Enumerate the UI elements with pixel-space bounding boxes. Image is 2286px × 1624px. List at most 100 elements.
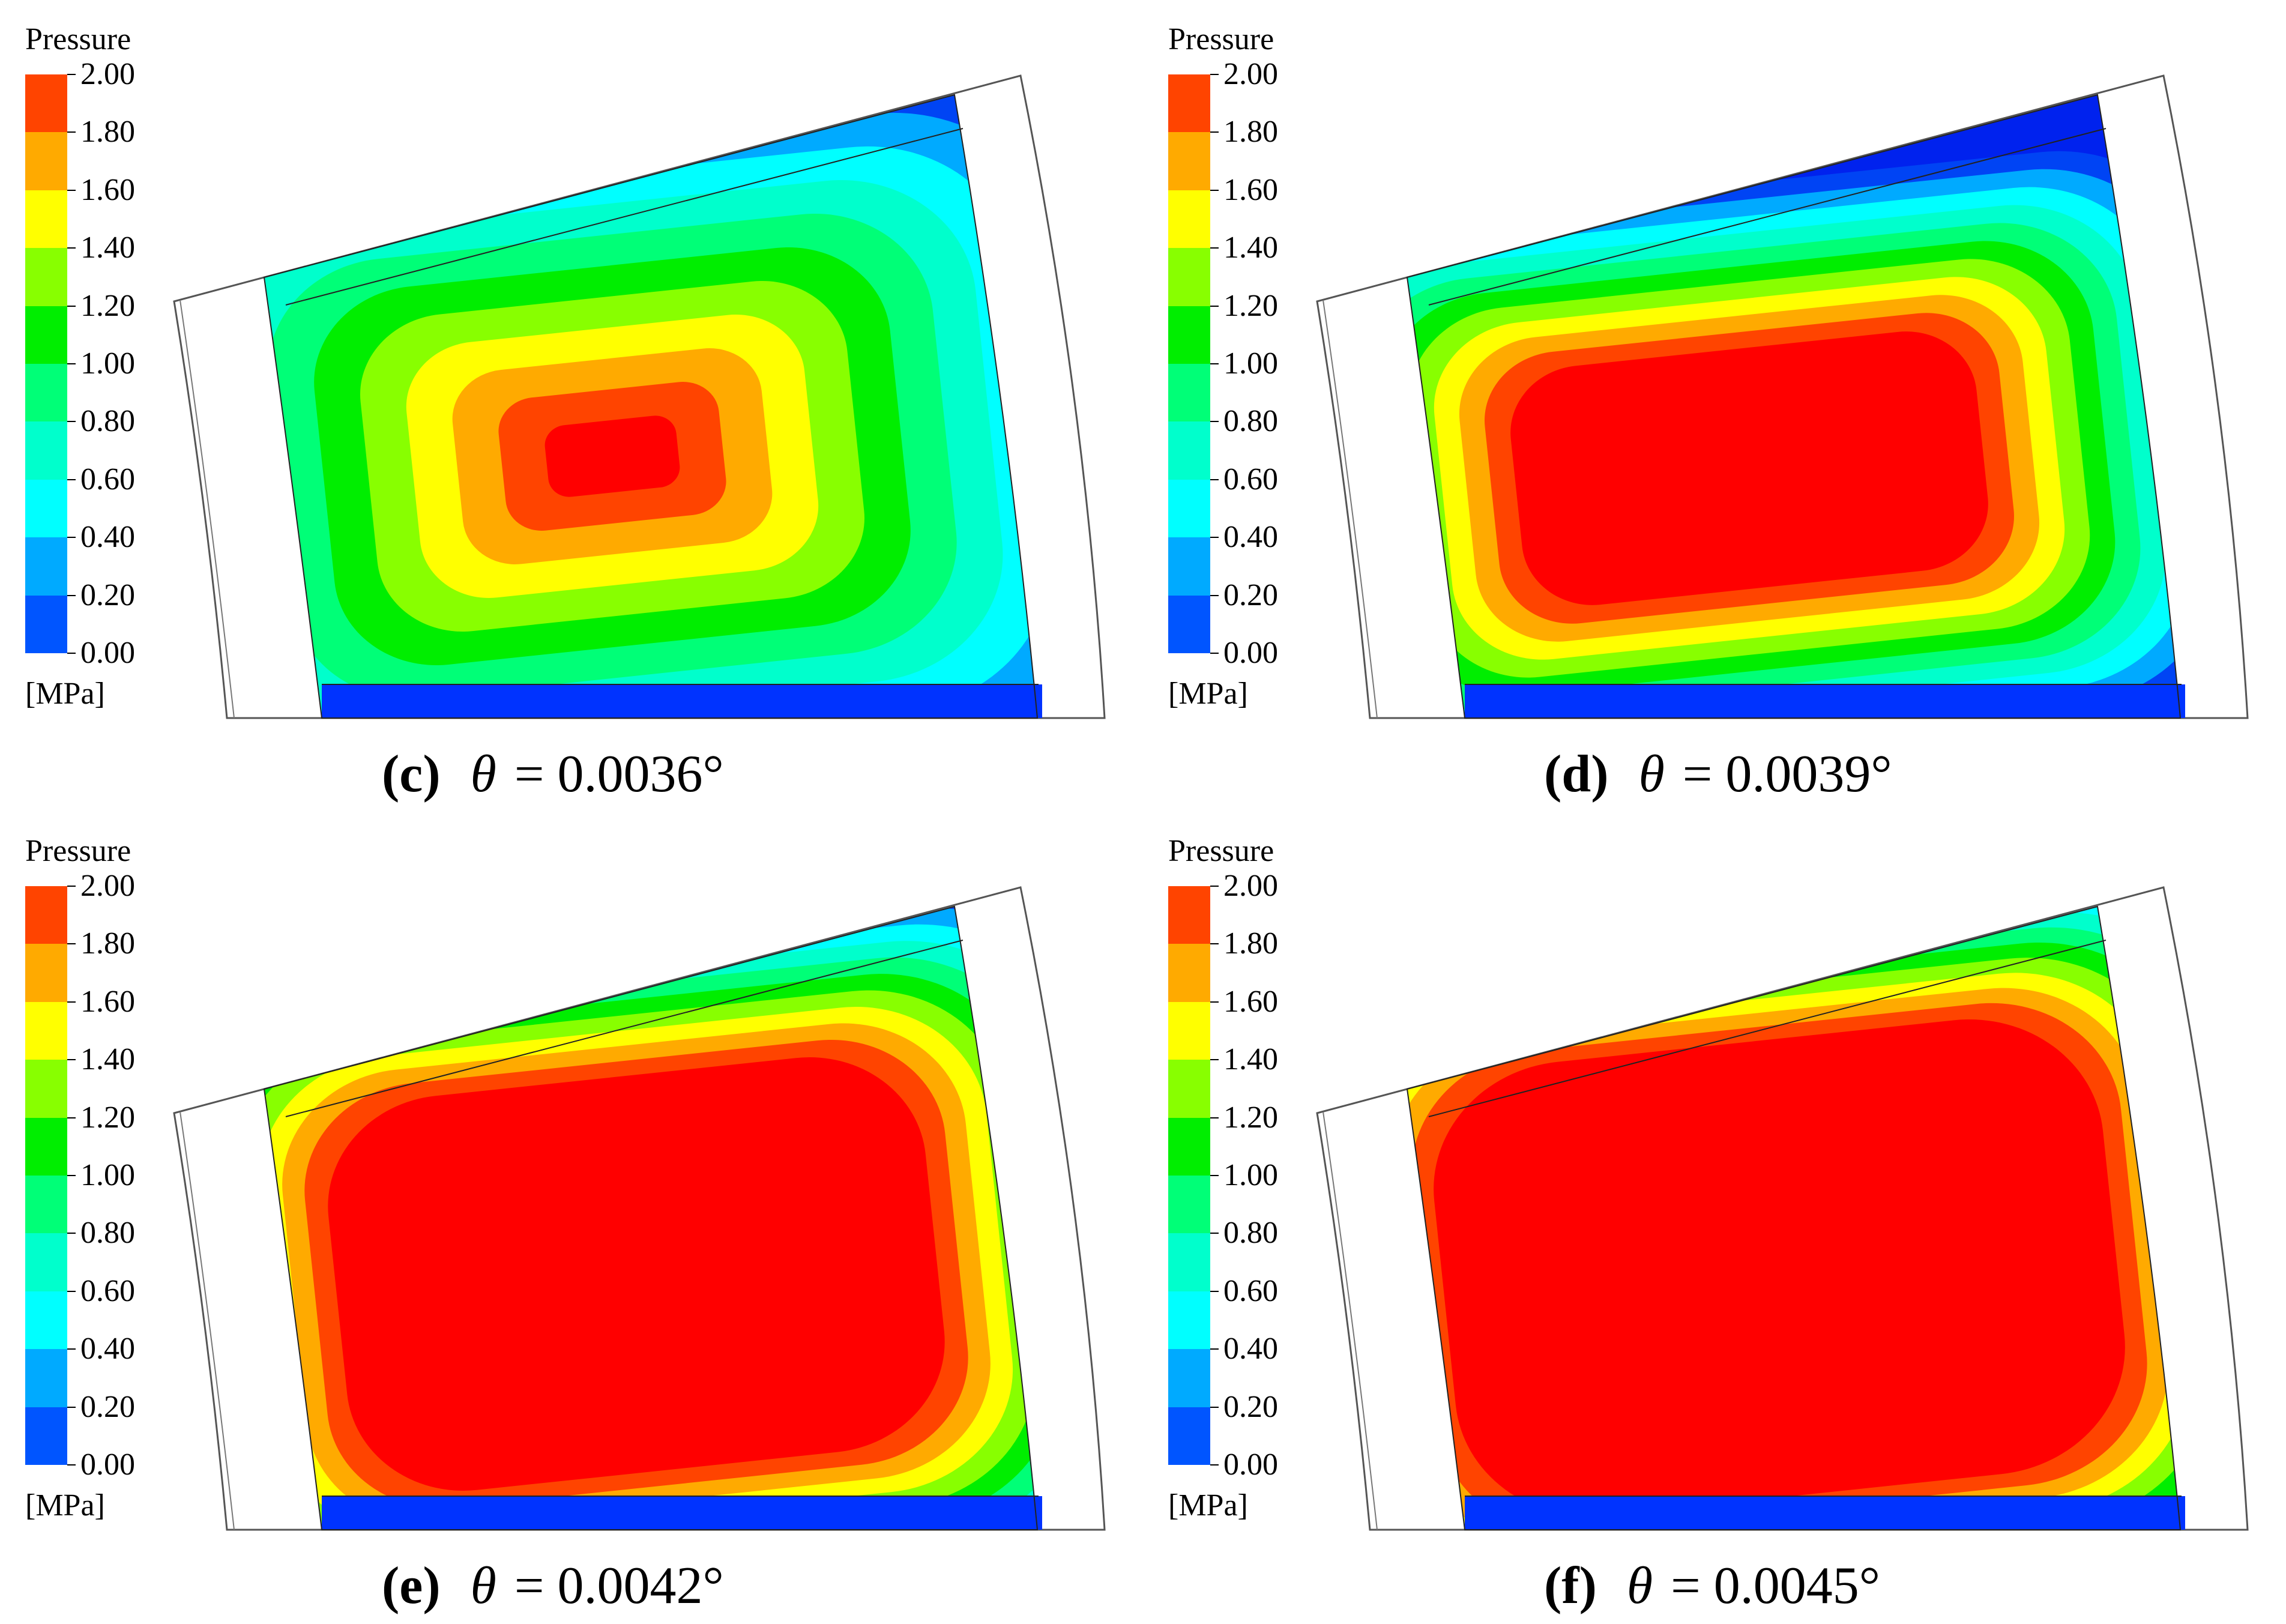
legend-tick-label: 2.00 xyxy=(1223,57,1278,91)
legend-tick-label: 0.80 xyxy=(1223,404,1278,439)
legend-swatch xyxy=(25,132,67,190)
legend-title: Pressure xyxy=(1168,834,1274,868)
legend-tick-label: 0.00 xyxy=(80,636,135,670)
legend-tick-label: 1.20 xyxy=(1223,1100,1278,1135)
legend-tick xyxy=(1210,247,1219,249)
contour-panel: Pressure 2.00 1.80 1.60 1.40 1.20 1.00 0.80 0.60… xyxy=(0,0,1143,812)
legend-swatch xyxy=(1168,190,1210,249)
legend-swatch xyxy=(25,364,67,422)
legend-tick-label: 1.60 xyxy=(1223,984,1278,1019)
legend-tick xyxy=(67,1175,76,1176)
panel-equation: = 0.0039° xyxy=(1682,745,1892,803)
legend-unit: [MPa] xyxy=(25,1488,105,1523)
legend-swatch xyxy=(1168,537,1210,596)
legend-tick xyxy=(1210,363,1219,364)
legend-tick-label: 0.20 xyxy=(1223,1389,1278,1424)
legend-tick-label: 2.00 xyxy=(80,869,135,903)
panel-equation: = 0.0045° xyxy=(1671,1557,1880,1615)
legend-tick-label: 2.00 xyxy=(1223,869,1278,903)
legend-tick xyxy=(67,421,76,423)
legend-swatch xyxy=(1168,1176,1210,1234)
legend-tick xyxy=(1210,594,1219,596)
legend-swatch xyxy=(25,421,67,480)
legend-tick xyxy=(67,1233,76,1234)
legend-swatch xyxy=(1168,1001,1210,1060)
legend-tick xyxy=(67,594,76,596)
legend-tick xyxy=(67,1117,76,1118)
legend-tick-label: 0.80 xyxy=(80,1216,135,1251)
legend-tick-label: 1.20 xyxy=(80,1100,135,1135)
contour-plot xyxy=(173,886,1106,1531)
pressure-peak-region xyxy=(1510,331,1988,605)
legend-tick xyxy=(1210,653,1219,654)
legend-colorbar xyxy=(1168,74,1210,653)
legend-swatch xyxy=(1168,248,1210,306)
legend-swatch xyxy=(25,190,67,249)
legend-swatch xyxy=(25,1001,67,1060)
legend-tick xyxy=(67,1348,76,1350)
legend-swatch xyxy=(1168,1349,1210,1407)
legend-tick xyxy=(1210,1059,1219,1061)
panel-letter: (c) xyxy=(382,745,441,803)
legend-unit: [MPa] xyxy=(1168,1488,1248,1523)
legend-swatch xyxy=(1168,595,1210,653)
legend-title: Pressure xyxy=(25,22,131,56)
legend-tick-label: 0.00 xyxy=(80,1447,135,1482)
legend-tick-label: 1.00 xyxy=(80,1158,135,1192)
legend-swatch xyxy=(25,479,67,538)
legend-swatch xyxy=(25,1117,67,1176)
legend-title: Pressure xyxy=(25,834,131,868)
legend-swatch xyxy=(1168,1117,1210,1176)
legend-tick-label: 2.00 xyxy=(80,57,135,91)
legend-tick xyxy=(1210,943,1219,945)
pressure-peak-region xyxy=(1434,1019,2125,1517)
legend-swatch xyxy=(1168,1060,1210,1118)
legend-tick xyxy=(1210,1406,1219,1408)
pad-inner-edge xyxy=(1322,1111,1378,1530)
legend-tick xyxy=(67,131,76,133)
legend-tick xyxy=(1210,131,1219,133)
legend-tick xyxy=(1210,1233,1219,1234)
legend-tick-label: 1.80 xyxy=(1223,926,1278,961)
legend-swatch xyxy=(25,886,67,944)
legend-tick-label: 1.00 xyxy=(80,346,135,381)
legend-swatch xyxy=(1168,364,1210,422)
legend-tick xyxy=(67,653,76,654)
legend-tick-label: 0.60 xyxy=(1223,1273,1278,1308)
legend-tick xyxy=(1210,1117,1219,1118)
legend-tick xyxy=(67,478,76,480)
pad-inner-edge xyxy=(179,300,235,719)
legend-swatch xyxy=(1168,132,1210,190)
legend-swatch xyxy=(1168,1291,1210,1350)
legend-tick-label: 0.20 xyxy=(1223,578,1278,612)
legend-colorbar xyxy=(25,74,67,653)
legend-tick-label: 0.40 xyxy=(1223,520,1278,555)
legend-tick-label: 1.20 xyxy=(80,288,135,323)
legend-tick-label: 0.20 xyxy=(80,1389,135,1424)
legend-swatch xyxy=(25,537,67,596)
legend-swatch xyxy=(1168,479,1210,538)
legend-swatch xyxy=(25,1176,67,1234)
panel-equation: = 0.0036° xyxy=(514,745,724,803)
contour-panel: Pressure 2.00 1.80 1.60 1.40 1.20 1.00 0.80 0.60… xyxy=(1143,812,2286,1623)
legend-tick-label: 0.40 xyxy=(80,1332,135,1366)
legend-tick-label: 0.40 xyxy=(80,520,135,555)
legend-tick-label: 1.60 xyxy=(80,172,135,207)
legend-tick xyxy=(67,305,76,307)
legend-tick-label: 1.80 xyxy=(80,926,135,961)
legend-colorbar xyxy=(25,886,67,1465)
legend-tick-label: 0.60 xyxy=(80,1273,135,1308)
legend-tick xyxy=(1210,1175,1219,1176)
pressure-peak-region xyxy=(544,415,680,497)
legend-swatch xyxy=(1168,421,1210,480)
theta-symbol: θ xyxy=(1638,745,1665,803)
legend-tick xyxy=(1210,305,1219,307)
legend-colorbar xyxy=(1168,886,1210,1465)
panel-letter: (e) xyxy=(382,1557,441,1615)
legend-tick-label: 0.20 xyxy=(80,578,135,612)
legend-tick xyxy=(67,537,76,539)
theta-symbol: θ xyxy=(470,745,496,803)
legend-tick-label: 1.60 xyxy=(1223,172,1278,207)
legend-swatch xyxy=(25,306,67,364)
legend-swatch xyxy=(25,1233,67,1291)
